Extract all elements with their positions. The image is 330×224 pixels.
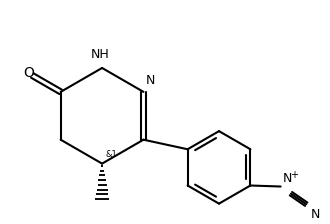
Text: NH: NH [91,48,110,61]
Text: N: N [310,208,320,221]
Text: +: + [290,170,298,181]
Text: &1: &1 [105,150,117,159]
Text: O: O [23,67,34,80]
Text: N: N [282,172,292,185]
Text: N: N [146,74,155,87]
